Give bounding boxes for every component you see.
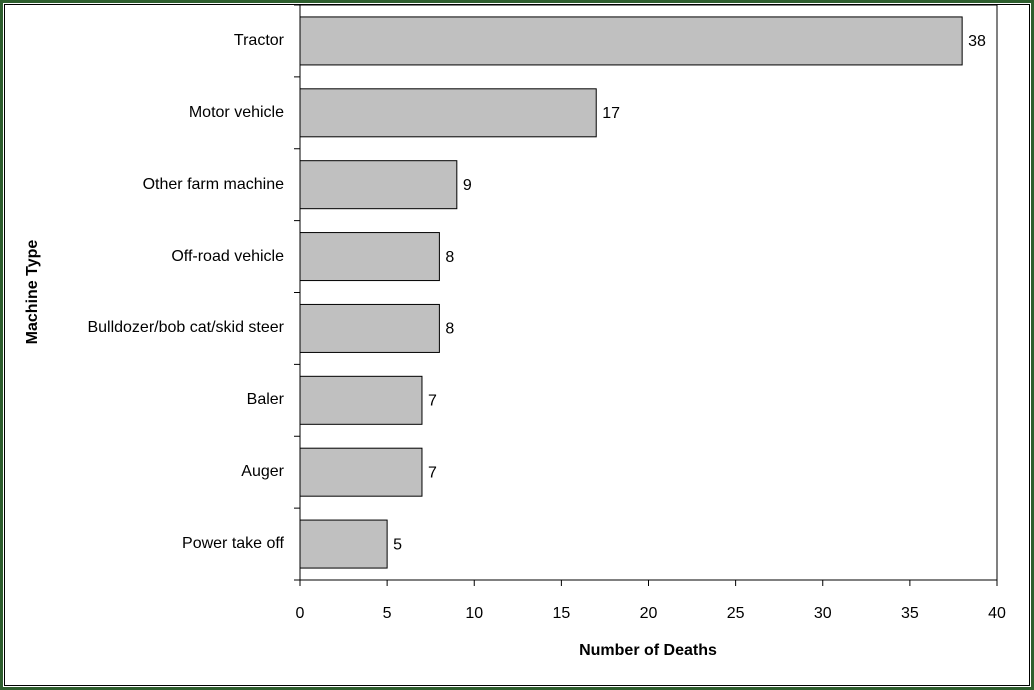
x-tick-label: 20 xyxy=(640,605,658,622)
y-tick-label: Tractor xyxy=(233,31,284,49)
x-tick-label: 10 xyxy=(465,605,483,622)
y-tick-label-box: Tractor xyxy=(234,5,284,77)
value-label: 38 xyxy=(968,33,986,50)
y-tick-label: Auger xyxy=(241,463,284,481)
y-tick-label-box: Power take off xyxy=(182,508,284,580)
y-tick-label: Bulldozer/bob cat/skid steer xyxy=(87,319,284,337)
x-tick-label: 5 xyxy=(383,605,392,622)
value-label: 5 xyxy=(393,536,402,553)
y-tick-label: Other farm machine xyxy=(142,175,284,193)
y-axis-title: Machine Type xyxy=(24,240,41,345)
bar xyxy=(299,303,440,353)
bar xyxy=(299,160,458,210)
value-label: 7 xyxy=(428,464,437,481)
bar xyxy=(299,88,597,138)
value-label: 8 xyxy=(445,321,454,338)
value-label: 17 xyxy=(602,105,620,122)
y-tick-label: Power take off xyxy=(182,535,284,553)
bar xyxy=(299,447,423,497)
y-tick-label-box: Baler xyxy=(247,364,284,436)
y-tick-label-box: Off-road vehicle xyxy=(171,221,284,293)
y-tick-label-box: Bulldozer/bob cat/skid steer xyxy=(87,292,284,364)
y-tick-label: Motor vehicle xyxy=(188,103,284,121)
y-tick-label-box: Other farm machine xyxy=(143,149,284,221)
x-tick-label: 15 xyxy=(552,605,570,622)
bar xyxy=(299,16,963,66)
x-axis-title: Number of Deaths xyxy=(579,642,717,659)
y-tick-label: Baler xyxy=(246,391,284,409)
value-label: 7 xyxy=(428,393,437,410)
x-tick-label: 35 xyxy=(901,605,919,622)
bar xyxy=(299,375,423,425)
x-tick-label: 0 xyxy=(296,605,305,622)
y-tick-label-box: Motor vehicle xyxy=(189,77,284,149)
bar xyxy=(299,232,440,282)
y-tick-label-box: Auger xyxy=(241,436,284,508)
bar xyxy=(299,519,388,569)
x-tick-label: 25 xyxy=(727,605,745,622)
y-tick-label: Off-road vehicle xyxy=(171,247,284,265)
x-tick-label: 30 xyxy=(814,605,832,622)
value-label: 9 xyxy=(463,177,472,194)
x-tick-label: 40 xyxy=(988,605,1006,622)
value-label: 8 xyxy=(445,249,454,266)
